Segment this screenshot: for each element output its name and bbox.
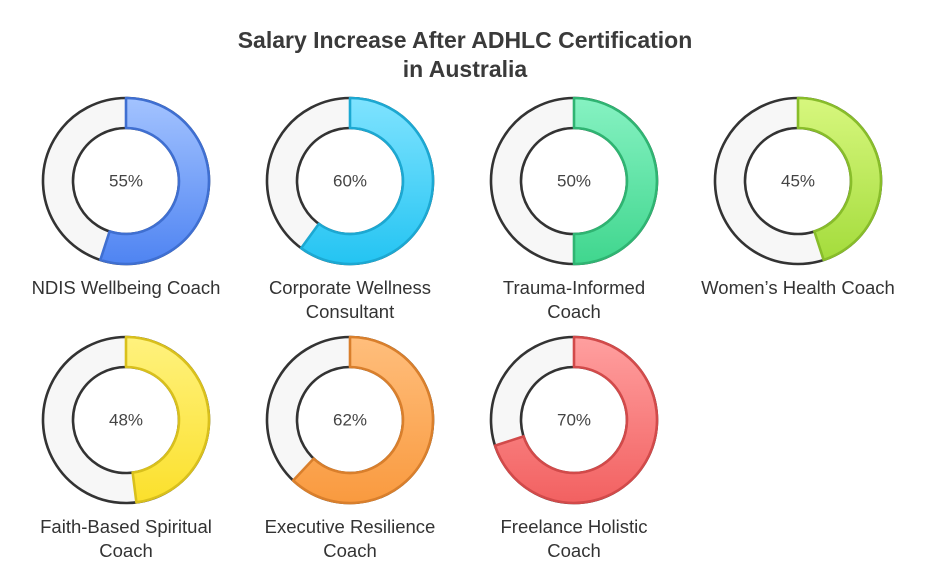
chart-title-line-1: Salary Increase After ADHLC Certificatio… — [237, 27, 693, 53]
donut-value-arc — [99, 96, 211, 266]
category-label: NDIS Wellbeing Coach — [11, 276, 241, 300]
donut-tile: 60% Corporate Wellness Consultant — [235, 95, 465, 324]
category-label-line: NDIS Wellbeing Coach — [31, 277, 221, 298]
value-label: 50% — [557, 172, 591, 191]
donut-value-arc — [291, 335, 435, 505]
donut-tile: 50% Trauma-Informed Coach — [459, 95, 689, 324]
donut-chart: 62% — [265, 335, 435, 505]
category-label-line: Coach — [99, 540, 153, 561]
donut-value-arc — [572, 96, 659, 266]
chart-title-line-2: in Australia — [402, 56, 528, 82]
donut-tile: 55% NDIS Wellbeing Coach — [11, 95, 241, 300]
donut-value-arc — [493, 335, 659, 505]
donut-tile: 48% Faith-Based Spiritual Coach — [11, 334, 241, 563]
donut-tile: 70% Freelance Holistic Coach — [459, 334, 689, 563]
category-label: Executive Resilience Coach — [235, 515, 465, 563]
category-label-line: Coach — [547, 301, 601, 322]
value-label: 62% — [333, 411, 367, 430]
category-label-line: Coach — [547, 540, 601, 561]
category-label: Women’s Health Coach — [683, 276, 913, 300]
donut-value-arc — [796, 96, 883, 262]
category-label-line: Trauma-Informed — [502, 277, 646, 298]
category-label: Faith-Based Spiritual Coach — [11, 515, 241, 563]
value-label: 45% — [781, 172, 815, 191]
donut-tile: 45% Women’s Health Coach — [683, 95, 913, 300]
category-label-line: Coach — [323, 540, 377, 561]
value-label: 60% — [333, 172, 367, 191]
donut-tile: 62% Executive Resilience Coach — [235, 334, 465, 563]
category-label: Corporate Wellness Consultant — [235, 276, 465, 324]
donut-chart: 50% — [489, 96, 659, 266]
category-label: Trauma-Informed Coach — [459, 276, 689, 324]
donut-chart: 55% — [41, 96, 211, 266]
value-label: 55% — [109, 172, 143, 191]
category-label-line: Women’s Health Coach — [701, 277, 895, 298]
donut-value-arc — [299, 96, 435, 266]
category-label-line: Consultant — [305, 301, 395, 322]
category-label: Freelance Holistic Coach — [459, 515, 689, 563]
category-label-line: Executive Resilience — [264, 516, 436, 537]
category-label-line: Corporate Wellness — [268, 277, 432, 298]
donut-chart: 60% — [265, 96, 435, 266]
value-label: 70% — [557, 411, 591, 430]
donut-chart: 70% — [489, 335, 659, 505]
donut-chart: 45% — [713, 96, 883, 266]
value-label: 48% — [109, 411, 143, 430]
donut-value-arc — [124, 335, 211, 504]
category-label-line: Faith-Based Spiritual — [40, 516, 212, 537]
category-label-line: Freelance Holistic — [500, 516, 648, 537]
chart-title: Salary Increase After ADHLC Certificatio… — [0, 26, 930, 84]
donut-chart: 48% — [41, 335, 211, 505]
